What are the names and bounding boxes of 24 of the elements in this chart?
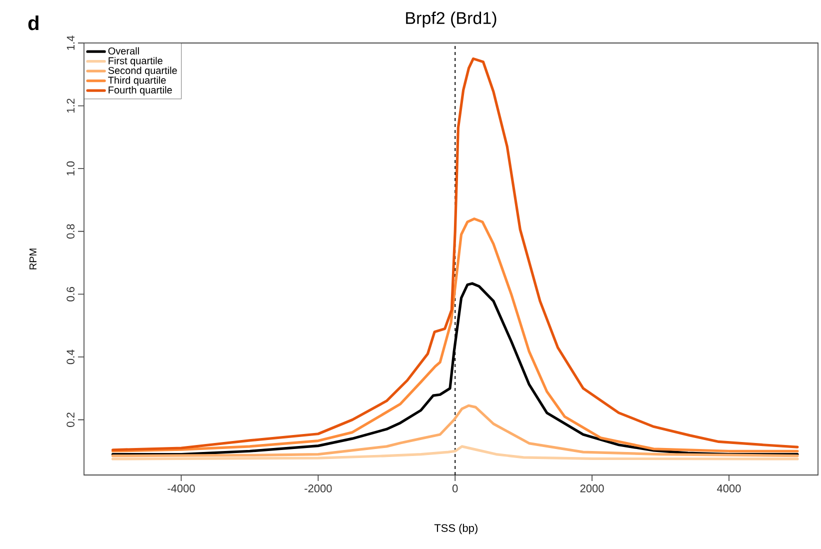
x-tick-label: 0 (452, 484, 458, 492)
y-tick-label: 0.4 (66, 350, 74, 364)
y-axis-title: RPM (30, 248, 36, 270)
y-tick-label: 0.6 (66, 287, 74, 302)
line-series (111, 218, 799, 452)
line-series (111, 445, 799, 460)
x-tick-label: -2000 (304, 484, 332, 492)
legend-label: Overall (108, 47, 139, 55)
text: d (28, 16, 38, 30)
line-series (111, 404, 799, 458)
x-tick-label: 2000 (580, 484, 604, 492)
y-tick-label: 0.2 (66, 412, 74, 427)
y-tick-label: 0.8 (66, 224, 74, 239)
y-tick-label: 1.2 (66, 98, 74, 113)
chart-title: Brpf2 (Brd1) (406, 12, 496, 28)
x-axis-title: TSS (bp) (434, 524, 478, 534)
legend-label: Fourth quartile (108, 86, 172, 96)
legend-label: First quartile (108, 56, 162, 66)
y-tick-label: 1.0 (66, 161, 74, 176)
y-tick-label: 1.4 (66, 36, 74, 50)
legend-label: Second quartile (108, 66, 177, 76)
legend-label: Third quartile (108, 76, 166, 86)
x-tick-label: -4000 (168, 484, 195, 492)
x-tick-label: 4000 (717, 484, 741, 492)
